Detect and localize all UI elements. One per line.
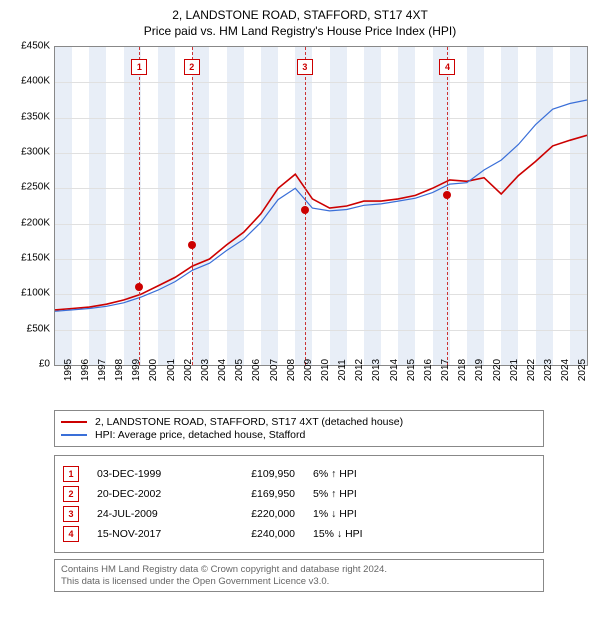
footer-line-1: Contains HM Land Registry data © Crown c… xyxy=(61,564,537,575)
x-tick-label: 2005 xyxy=(234,359,245,381)
event-marker: 2 xyxy=(63,486,79,502)
event-row: 1 03-DEC-1999 £109,950 6% ↑ HPI xyxy=(63,466,535,482)
events-box: 1 03-DEC-1999 £109,950 6% ↑ HPI 2 20-DEC-2002… xyxy=(54,455,544,553)
x-tick-label: 2022 xyxy=(526,359,537,381)
event-row: 4 15-NOV-2017 £240,000 15% ↓ HPI xyxy=(63,526,535,542)
x-tick-label: 2017 xyxy=(440,359,451,381)
event-vline xyxy=(447,47,448,365)
y-tick-label: £350K xyxy=(6,111,50,122)
x-tick-label: 1995 xyxy=(63,359,74,381)
page-root: 2, LANDSTONE ROAD, STAFFORD, ST17 4XT Pr… xyxy=(0,0,600,620)
x-tick-label: 2011 xyxy=(337,359,348,381)
x-tick-label: 2010 xyxy=(320,359,331,381)
event-diff: 15% ↓ HPI xyxy=(313,528,413,540)
event-marker: 3 xyxy=(63,506,79,522)
plot: 1 2 3 4 xyxy=(54,46,588,366)
x-tick-label: 2000 xyxy=(148,359,159,381)
legend-box: 2, LANDSTONE ROAD, STAFFORD, ST17 4XT (d… xyxy=(54,410,544,447)
y-tick-label: £200K xyxy=(6,217,50,228)
event-price: £169,950 xyxy=(215,488,295,500)
chart-lines-svg xyxy=(55,47,587,365)
y-tick-label: £450K xyxy=(6,41,50,52)
x-tick-label: 1996 xyxy=(80,359,91,381)
footer-line-2: This data is licensed under the Open Gov… xyxy=(61,576,537,587)
event-row: 3 24-JUL-2009 £220,000 1% ↓ HPI xyxy=(63,506,535,522)
event-marker: 4 xyxy=(63,526,79,542)
event-point xyxy=(443,191,451,199)
x-tick-label: 2020 xyxy=(492,359,503,381)
x-tick-label: 2025 xyxy=(577,359,588,381)
event-marker-on-chart: 3 xyxy=(297,59,313,75)
x-tick-label: 2003 xyxy=(200,359,211,381)
x-tick-label: 2007 xyxy=(269,359,280,381)
chart-area: 1234 £0£50K£100K£150K£200K£250K£300K£350… xyxy=(10,46,590,406)
x-tick-label: 2014 xyxy=(389,359,400,381)
event-price: £109,950 xyxy=(215,468,295,480)
event-point xyxy=(301,206,309,214)
event-price: £220,000 xyxy=(215,508,295,520)
x-tick-label: 2019 xyxy=(474,359,485,381)
event-row: 2 20-DEC-2002 £169,950 5% ↑ HPI xyxy=(63,486,535,502)
title-address: 2, LANDSTONE ROAD, STAFFORD, ST17 4XT xyxy=(10,8,590,22)
event-point xyxy=(135,283,143,291)
event-vline xyxy=(192,47,193,365)
x-tick-label: 1999 xyxy=(131,359,142,381)
y-tick-label: £250K xyxy=(6,182,50,193)
y-tick-label: £0 xyxy=(6,359,50,370)
x-tick-label: 1998 xyxy=(114,359,125,381)
y-tick-label: £100K xyxy=(6,288,50,299)
legend-label-subject: 2, LANDSTONE ROAD, STAFFORD, ST17 4XT (d… xyxy=(95,416,403,428)
event-price: £240,000 xyxy=(215,528,295,540)
x-tick-label: 1997 xyxy=(97,359,108,381)
event-diff: 6% ↑ HPI xyxy=(313,468,413,480)
event-marker-on-chart: 1 xyxy=(131,59,147,75)
legend-swatch-hpi xyxy=(61,434,87,436)
event-date: 20-DEC-2002 xyxy=(97,488,197,500)
event-date: 03-DEC-1999 xyxy=(97,468,197,480)
x-tick-label: 2021 xyxy=(509,359,520,381)
event-marker: 1 xyxy=(63,466,79,482)
titles: 2, LANDSTONE ROAD, STAFFORD, ST17 4XT Pr… xyxy=(10,8,590,38)
x-tick-label: 2018 xyxy=(457,359,468,381)
legend-row-subject: 2, LANDSTONE ROAD, STAFFORD, ST17 4XT (d… xyxy=(61,416,537,428)
legend-swatch-subject xyxy=(61,421,87,423)
x-tick-label: 2015 xyxy=(406,359,417,381)
legend-label-hpi: HPI: Average price, detached house, Staf… xyxy=(95,429,305,441)
x-tick-label: 2012 xyxy=(354,359,365,381)
x-tick-label: 2004 xyxy=(217,359,228,381)
footer-box: Contains HM Land Registry data © Crown c… xyxy=(54,559,544,592)
series-line-subject xyxy=(55,135,587,310)
x-tick-label: 2009 xyxy=(303,359,314,381)
x-tick-label: 2024 xyxy=(560,359,571,381)
x-tick-label: 2013 xyxy=(371,359,382,381)
x-tick-label: 2002 xyxy=(183,359,194,381)
event-marker-on-chart: 2 xyxy=(184,59,200,75)
event-date: 24-JUL-2009 xyxy=(97,508,197,520)
event-diff: 1% ↓ HPI xyxy=(313,508,413,520)
title-subtitle: Price paid vs. HM Land Registry's House … xyxy=(10,24,590,38)
legend-row-hpi: HPI: Average price, detached house, Staf… xyxy=(61,429,537,441)
y-tick-label: £150K xyxy=(6,253,50,264)
event-date: 15-NOV-2017 xyxy=(97,528,197,540)
event-marker-on-chart: 4 xyxy=(439,59,455,75)
y-tick-label: £300K xyxy=(6,147,50,158)
x-tick-label: 2016 xyxy=(423,359,434,381)
y-tick-label: £400K xyxy=(6,76,50,87)
series-line-hpi xyxy=(55,100,587,311)
event-vline xyxy=(139,47,140,365)
event-diff: 5% ↑ HPI xyxy=(313,488,413,500)
x-tick-label: 2001 xyxy=(166,359,177,381)
x-tick-label: 2006 xyxy=(251,359,262,381)
x-tick-label: 2008 xyxy=(286,359,297,381)
y-tick-label: £50K xyxy=(6,323,50,334)
event-point xyxy=(188,241,196,249)
x-tick-label: 2023 xyxy=(543,359,554,381)
